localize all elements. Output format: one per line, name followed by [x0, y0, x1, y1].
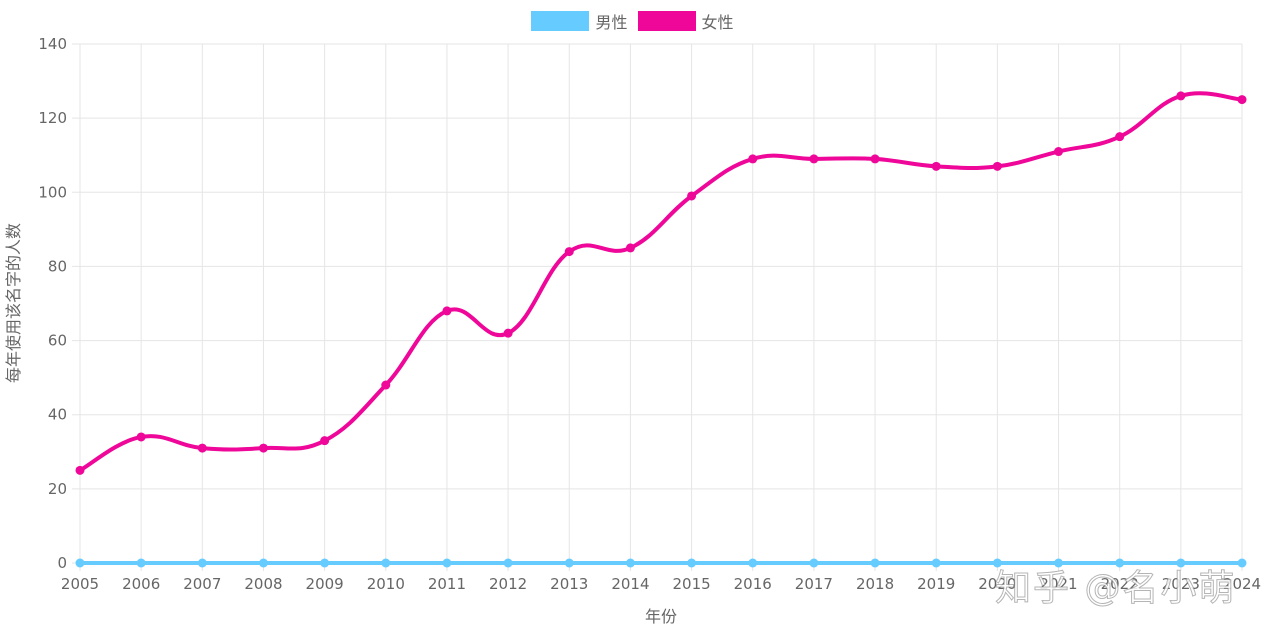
data-point-male[interactable] — [564, 558, 574, 568]
data-point-male[interactable] — [320, 558, 330, 568]
x-tick-label: 2017 — [795, 575, 833, 593]
legend-label-female: 女性 — [701, 13, 734, 32]
x-tick-label: 2007 — [183, 575, 221, 593]
y-tick-label: 40 — [48, 406, 67, 424]
x-tick-label: 2005 — [61, 575, 99, 593]
series-line-female — [78, 91, 1244, 473]
y-tick-label: 0 — [57, 554, 67, 572]
data-point-female[interactable] — [687, 191, 697, 201]
data-point-female[interactable] — [381, 380, 391, 390]
x-tick-labels: 2005 2006 2007 2008 2009 2010 2011 2012 2013 2014… — [61, 575, 1261, 593]
data-point-female[interactable] — [992, 161, 1002, 171]
x-tick-label: 2010 — [367, 575, 405, 593]
data-point-female[interactable] — [75, 465, 85, 475]
x-axis-title: 年份 — [645, 607, 677, 626]
y-tick-labels: 0 20 40 60 80 100 120 140 — [38, 35, 67, 572]
grid-lines — [72, 43, 1243, 571]
data-point-male[interactable] — [748, 558, 758, 568]
data-point-male[interactable] — [625, 558, 635, 568]
data-point-male[interactable] — [1115, 558, 1125, 568]
x-tick-label: 2020 — [978, 575, 1016, 593]
legend-item-female[interactable]: 女性 — [637, 9, 734, 33]
x-tick-label: 2015 — [672, 575, 710, 593]
series-lines — [75, 91, 1247, 568]
data-point-female[interactable] — [503, 328, 513, 338]
data-point-female[interactable] — [748, 154, 758, 164]
data-point-male[interactable] — [870, 558, 880, 568]
x-tick-label: 2018 — [856, 575, 894, 593]
data-point-male[interactable] — [809, 558, 819, 568]
data-point-male[interactable] — [1054, 558, 1064, 568]
x-tick-label: 2019 — [917, 575, 955, 593]
y-tick-label: 80 — [48, 257, 67, 275]
x-tick-label: 2012 — [489, 575, 527, 593]
data-point-male[interactable] — [1237, 558, 1247, 568]
series-female — [75, 91, 1247, 475]
data-point-female[interactable] — [1115, 132, 1125, 142]
data-point-female[interactable] — [258, 443, 268, 453]
data-point-male[interactable] — [503, 558, 513, 568]
data-point-male[interactable] — [197, 558, 207, 568]
data-point-female[interactable] — [564, 247, 574, 257]
data-point-female[interactable] — [809, 154, 819, 164]
legend-swatch-female — [637, 11, 696, 31]
data-point-male[interactable] — [258, 558, 268, 568]
x-tick-label: 2024 — [1223, 575, 1261, 593]
legend: 男性 女性 — [0, 9, 1265, 33]
x-tick-label: 2016 — [734, 575, 772, 593]
data-point-male[interactable] — [992, 558, 1002, 568]
y-tick-label: 120 — [38, 109, 67, 127]
x-tick-label: 2014 — [611, 575, 649, 593]
data-point-female[interactable] — [625, 243, 635, 253]
x-tick-label: 2013 — [550, 575, 588, 593]
data-point-female[interactable] — [1176, 91, 1186, 101]
data-point-male[interactable] — [442, 558, 452, 568]
legend-label-male: 男性 — [595, 13, 628, 32]
legend-swatch-male — [531, 11, 590, 31]
x-tick-label: 2008 — [244, 575, 282, 593]
y-tick-label: 20 — [48, 480, 67, 498]
x-tick-label: 2006 — [122, 575, 160, 593]
x-tick-label: 2011 — [428, 575, 466, 593]
data-point-female[interactable] — [1054, 147, 1064, 157]
data-point-male[interactable] — [931, 558, 941, 568]
data-point-male[interactable] — [75, 558, 85, 568]
data-point-female[interactable] — [442, 306, 452, 316]
data-point-male[interactable] — [136, 558, 146, 568]
x-tick-label: 2009 — [306, 575, 344, 593]
series-male — [75, 558, 1247, 568]
data-point-female[interactable] — [1237, 95, 1247, 105]
y-tick-label: 60 — [48, 332, 67, 350]
y-axis-title: 每年使用该名字的人数 — [4, 223, 23, 383]
data-point-male[interactable] — [381, 558, 391, 568]
data-point-female[interactable] — [931, 161, 941, 171]
data-point-female[interactable] — [320, 436, 330, 446]
x-tick-label: 2023 — [1162, 575, 1200, 593]
data-point-male[interactable] — [687, 558, 697, 568]
x-tick-label: 2021 — [1039, 575, 1077, 593]
x-tick-label: 2022 — [1101, 575, 1139, 593]
data-point-female[interactable] — [197, 443, 207, 453]
legend-item-male[interactable]: 男性 — [531, 9, 628, 33]
y-tick-label: 140 — [38, 35, 67, 53]
data-point-female[interactable] — [136, 432, 146, 442]
data-point-female[interactable] — [870, 154, 880, 164]
y-tick-label: 100 — [38, 183, 67, 201]
data-point-male[interactable] — [1176, 558, 1186, 568]
watermark: 知乎 @名小萌 — [994, 568, 1237, 610]
